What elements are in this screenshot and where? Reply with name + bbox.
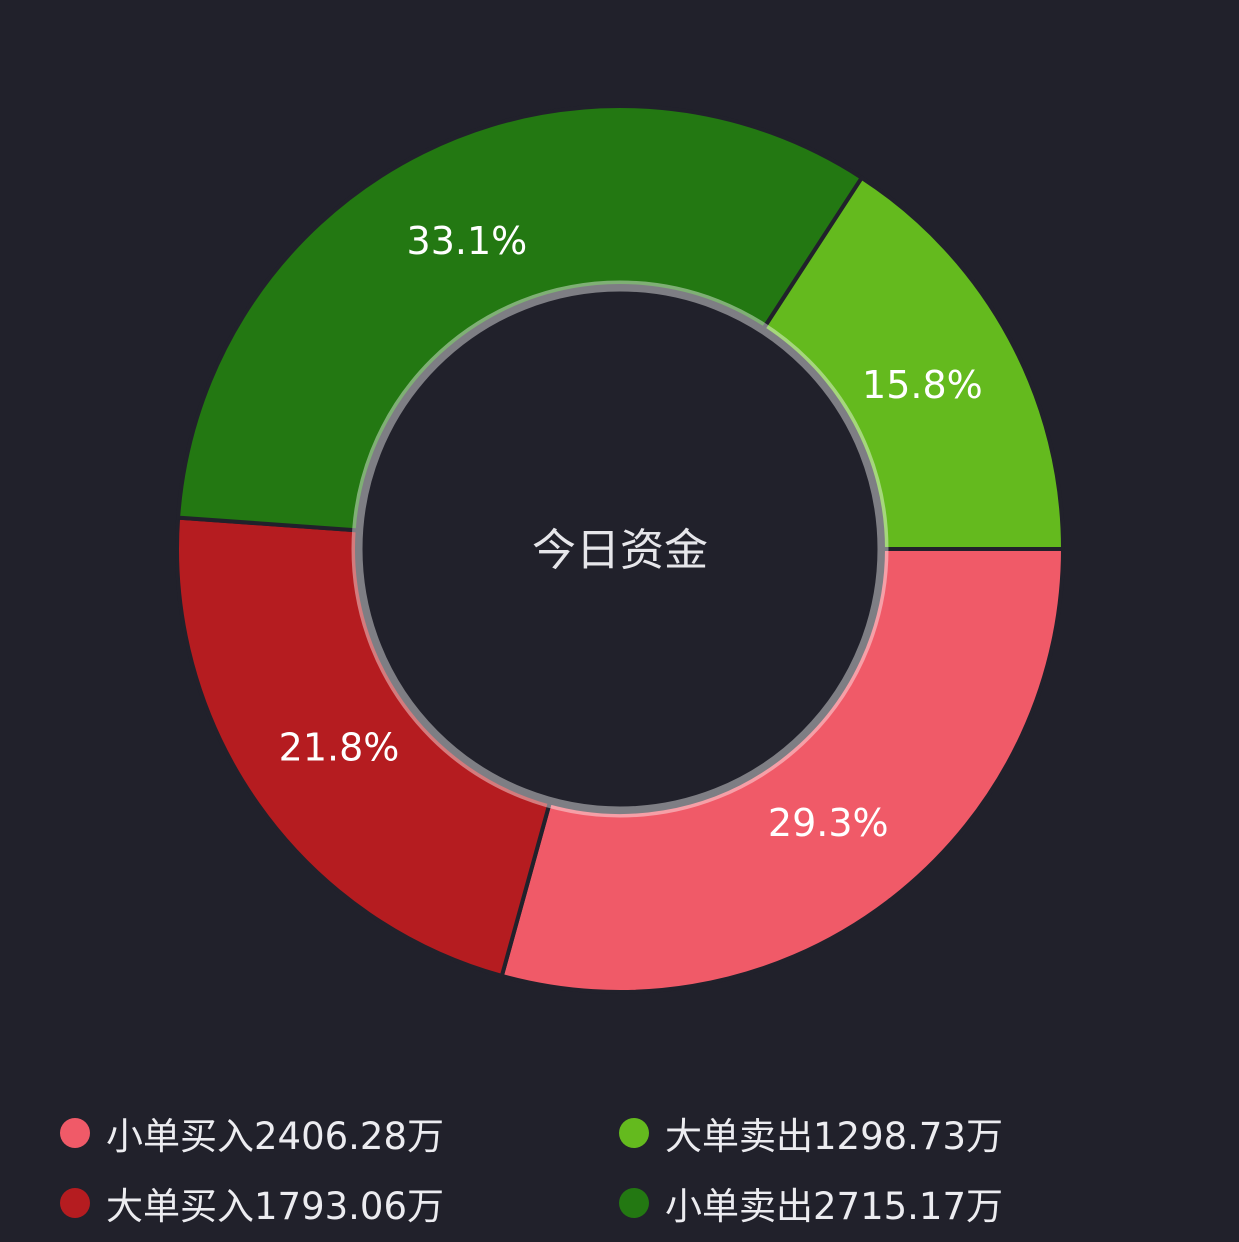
legend-label: 大单买入1793.06万 [106, 1185, 445, 1228]
legend-item-small-sell: 小单卖出2715.17万 [619, 1173, 1003, 1233]
legend-dot [619, 1118, 649, 1148]
legend-dot [60, 1118, 90, 1148]
legend-label: 小单买入2406.28万 [106, 1115, 445, 1158]
legend: 小单买入2406.28万 大单卖出1298.73万 大单买入1793.06万 小… [0, 1100, 1239, 1230]
slice-2 [175, 515, 553, 979]
slice-3 [175, 104, 865, 533]
donut-slices [175, 104, 1066, 994]
legend-dot [619, 1188, 649, 1218]
inner-ring [351, 280, 889, 818]
legend-item-large-sell: 大单卖出1298.73万 [619, 1103, 1003, 1163]
slice-percent-label: 15.8% [862, 363, 983, 407]
legend-dot [60, 1188, 90, 1218]
slice-4 [760, 175, 1066, 551]
slice-labels: 29.3% 21.8% 33.1% 15.8% [279, 219, 983, 845]
legend-item-large-buy: 大单买入1793.06万 [60, 1173, 444, 1233]
slice-percent-label: 29.3% [768, 801, 889, 845]
slice-percent-label: 33.1% [407, 219, 528, 263]
legend-item-small-buy: 小单买入2406.28万 [60, 1103, 444, 1163]
legend-label: 小单卖出2715.17万 [665, 1185, 1004, 1228]
slice-1 [499, 547, 1066, 994]
slice-percent-label: 21.8% [279, 725, 400, 769]
donut-chart: 29.3% 21.8% 33.1% 15.8% 今日资金 [175, 104, 1066, 994]
center-label: 今日资金 [532, 525, 708, 576]
legend-label: 大单卖出1298.73万 [665, 1115, 1004, 1158]
